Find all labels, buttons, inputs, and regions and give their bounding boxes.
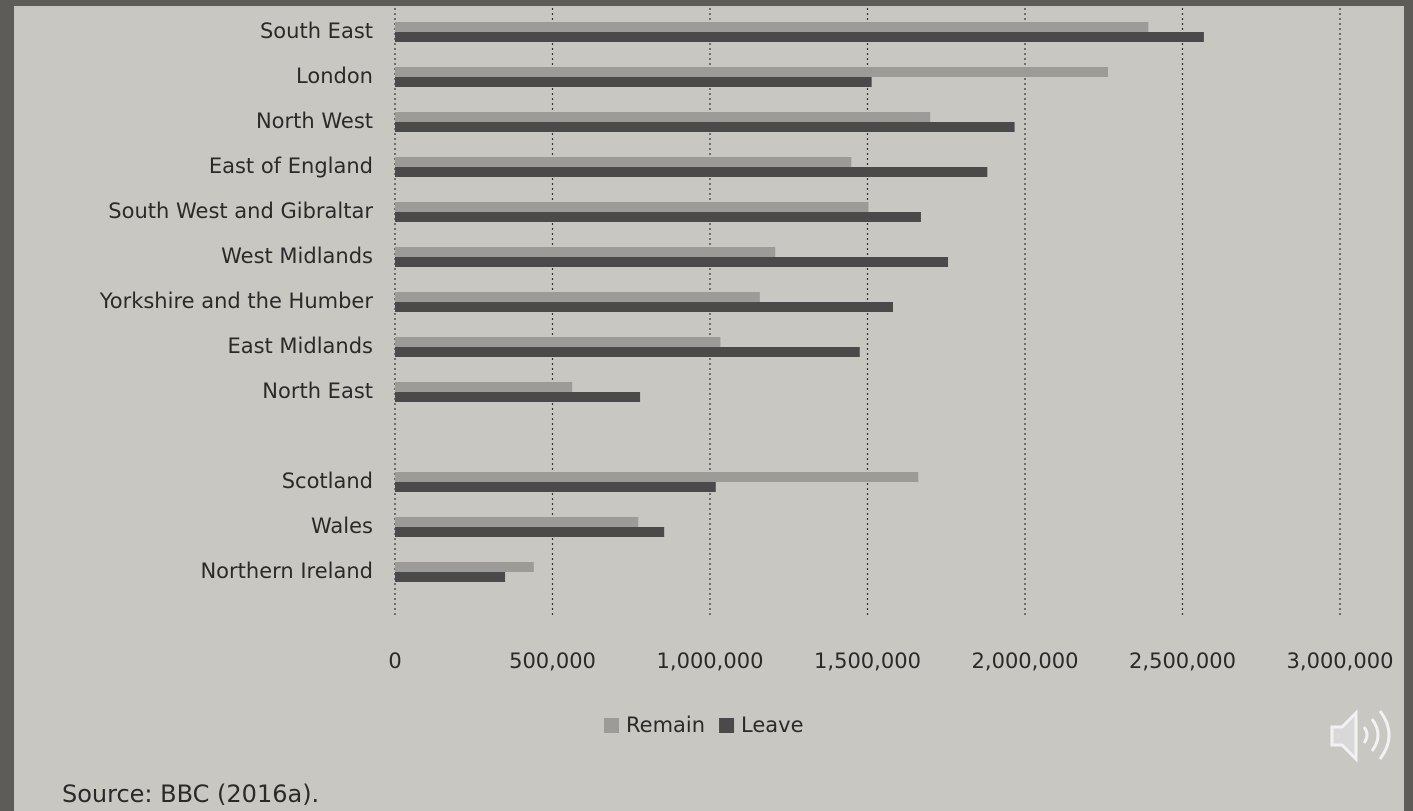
x-tick-label: 1,000,000 — [657, 649, 764, 673]
bar — [395, 77, 872, 87]
x-tick-label: 2,500,000 — [1129, 649, 1236, 673]
bar — [395, 112, 931, 122]
bar — [395, 202, 869, 212]
bar — [395, 482, 716, 492]
source-note: Source: BBC (2016a). — [62, 780, 319, 808]
category-label: North West — [256, 109, 373, 133]
bar — [395, 347, 860, 357]
category-label: London — [296, 64, 373, 88]
bar — [395, 247, 776, 257]
bar — [395, 562, 534, 572]
page-background — [14, 6, 1404, 811]
bar — [395, 517, 639, 527]
bar — [395, 472, 919, 482]
bar — [395, 392, 641, 402]
bar — [395, 382, 573, 392]
category-label: Wales — [311, 514, 373, 538]
category-label: South East — [260, 19, 373, 43]
category-label: North East — [262, 379, 373, 403]
x-tick-label: 1,500,000 — [814, 649, 921, 673]
category-label: East of England — [209, 154, 373, 178]
category-label: Yorkshire and the Humber — [99, 289, 374, 313]
category-label: West Midlands — [221, 244, 373, 268]
bar — [395, 157, 852, 167]
speaker-icon[interactable] — [1330, 709, 1391, 763]
bar — [395, 572, 506, 582]
bar — [395, 527, 665, 537]
bar — [395, 337, 721, 347]
category-label: East Midlands — [227, 334, 373, 358]
x-tick-label: 500,000 — [509, 649, 596, 673]
bar — [395, 167, 988, 177]
bar — [395, 22, 1149, 32]
legend-swatch — [604, 718, 619, 733]
chart: 0 500,000 1,000,000 1,500,000 2,000,000 2,500… — [99, 8, 1394, 737]
bar — [395, 292, 760, 302]
x-tick-label: 0 — [388, 649, 401, 673]
bar — [395, 67, 1109, 77]
category-label: South West and Gibraltar — [108, 199, 373, 223]
bar — [395, 257, 949, 267]
legend-label: Leave — [741, 713, 803, 737]
bar — [395, 32, 1204, 42]
category-label: Northern Ireland — [200, 559, 373, 583]
bar — [395, 212, 921, 222]
x-tick-label: 2,000,000 — [972, 649, 1079, 673]
bar — [395, 302, 893, 312]
category-label: Scotland — [282, 469, 373, 493]
legend-swatch — [719, 718, 735, 733]
x-tick-label: 3,000,000 — [1287, 649, 1394, 673]
bar — [395, 122, 1015, 132]
legend-label: Remain — [626, 713, 705, 737]
